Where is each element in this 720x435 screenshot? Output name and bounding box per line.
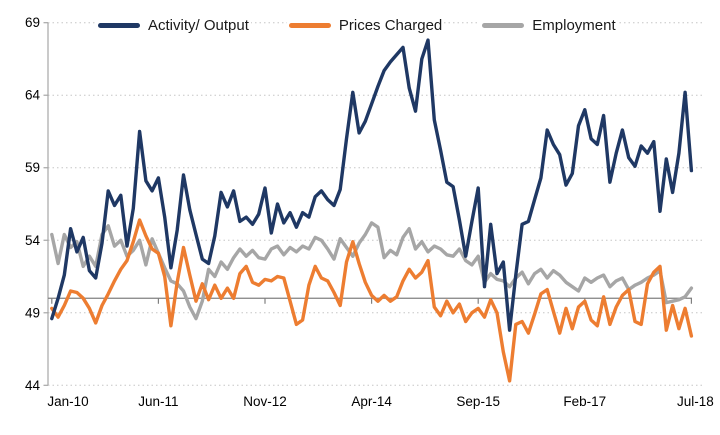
y-tick-label: 49 xyxy=(25,305,40,320)
x-tick-label: Apr-14 xyxy=(351,394,392,409)
x-tick-label: Feb-17 xyxy=(563,394,606,409)
x-tick-label: Nov-12 xyxy=(243,394,287,409)
x-tick-label: Jun-11 xyxy=(138,394,178,409)
activity-output-line-swatch xyxy=(98,23,140,28)
y-tick-label: 59 xyxy=(25,160,40,175)
series-line-prices-charged xyxy=(50,218,694,383)
legend-label-employment: Employment xyxy=(532,17,616,34)
prices-charged-line-swatch xyxy=(288,23,331,28)
legend-item-employment: Employment xyxy=(480,17,618,34)
y-tick-label: 44 xyxy=(25,378,41,393)
legend-item-prices-charged: Prices Charged xyxy=(286,17,445,34)
y-tick-label: 64 xyxy=(25,88,41,103)
x-tick-label: Sep-15 xyxy=(456,394,500,409)
series-line-activity-output xyxy=(50,38,694,332)
legend-label-activity-output: Activity/ Output xyxy=(148,17,249,34)
x-tick-label: Jan-10 xyxy=(47,394,88,409)
legend-item-activity-output: Activity/ Output xyxy=(96,17,251,34)
x-tick-label: Jul-18 xyxy=(677,394,714,409)
y-tick-label: 54 xyxy=(25,233,41,248)
chart-legend: Activity/ Output Prices Charged Employme… xyxy=(96,17,618,34)
y-tick-label: 69 xyxy=(25,15,40,30)
employment-line-swatch xyxy=(482,23,525,28)
legend-label-prices-charged: Prices Charged xyxy=(338,17,443,34)
